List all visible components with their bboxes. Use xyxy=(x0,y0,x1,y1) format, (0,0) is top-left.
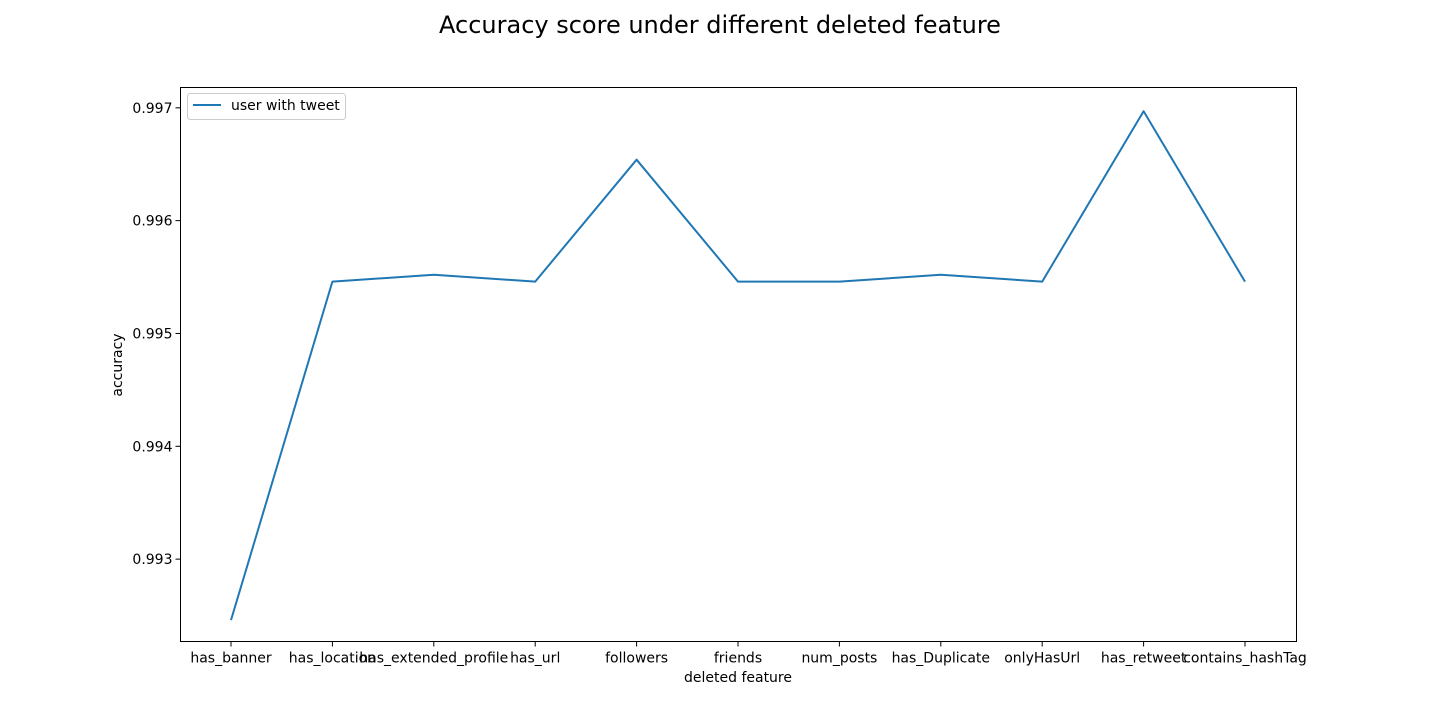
x-tick-label: onlyHasUrl xyxy=(1004,651,1080,667)
x-tick-label: friends xyxy=(714,651,762,667)
x-tick-label: has_banner xyxy=(190,651,272,667)
x-tick-label: has_url xyxy=(510,651,560,667)
x-tick-label: num_posts xyxy=(801,651,877,667)
plot-frame xyxy=(180,87,1297,642)
x-tick-label: contains_hashTag xyxy=(1183,651,1307,667)
plot-area xyxy=(180,87,1297,642)
x-tick-label: has_Duplicate xyxy=(892,651,990,667)
y-tick-label: 0.996 xyxy=(132,214,172,230)
y-tick-label: 0.994 xyxy=(132,439,172,455)
x-axis-label: deleted feature xyxy=(684,670,792,686)
y-tick-label: 0.995 xyxy=(132,326,172,342)
y-axis: 0.993 0.994 0.995 0.996 0.997 xyxy=(132,101,181,568)
series-layer xyxy=(230,110,1246,621)
x-tick-label: has_extended_profile xyxy=(359,651,508,667)
x-tick-label: has_location xyxy=(289,651,376,667)
x-axis: has_banner has_locationhas_extended_profi… xyxy=(190,641,1307,667)
y-tick-label: 0.993 xyxy=(132,552,172,568)
chart-title: Accuracy score under different deleted f… xyxy=(439,11,1001,39)
y-axis-label: accuracy xyxy=(110,333,126,396)
x-tick-label: followers xyxy=(605,651,668,667)
legend-box xyxy=(187,93,346,120)
y-tick-label: 0.997 xyxy=(132,101,172,117)
legend: user with tweet xyxy=(187,93,346,120)
legend-label: user with tweet xyxy=(231,98,340,114)
x-tick-label: has_retweet xyxy=(1101,651,1187,667)
series-line xyxy=(230,110,1246,621)
